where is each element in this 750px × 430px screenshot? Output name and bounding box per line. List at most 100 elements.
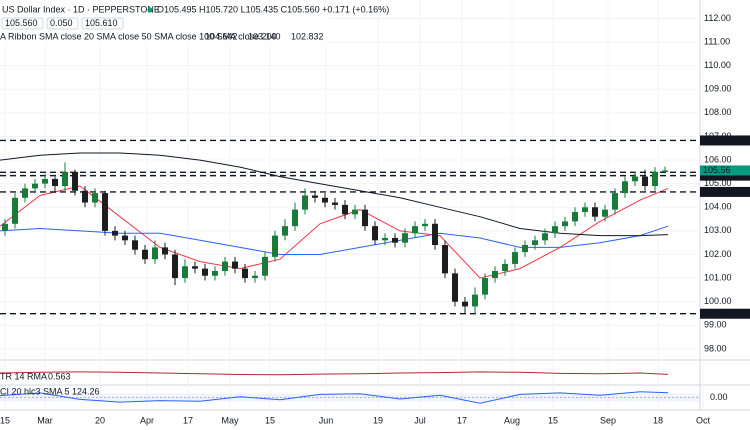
candle-body bbox=[582, 207, 588, 212]
candle-body bbox=[322, 197, 328, 203]
y-tick-label: 100.00 bbox=[704, 296, 732, 306]
atr-value: 0.563 bbox=[48, 371, 71, 381]
header-value: 105.560 bbox=[5, 18, 38, 28]
candle-body bbox=[552, 226, 558, 234]
candle-body bbox=[252, 275, 258, 279]
level-tag bbox=[700, 308, 750, 319]
candle-body bbox=[122, 235, 128, 241]
y-tick-label: 103.00 bbox=[704, 225, 732, 235]
candle-body bbox=[592, 207, 598, 217]
y-tick-label: 109.00 bbox=[704, 84, 732, 94]
candle-body bbox=[12, 197, 18, 224]
cci-line bbox=[0, 391, 669, 404]
candle-body bbox=[262, 256, 268, 276]
candle-body bbox=[312, 195, 318, 198]
x-tick-label: 17 bbox=[183, 415, 193, 425]
candle-body bbox=[572, 211, 578, 222]
candle-body bbox=[62, 171, 68, 187]
header-box bbox=[81, 17, 124, 30]
candle-body bbox=[562, 221, 568, 227]
candle-body bbox=[72, 171, 78, 191]
level-tag bbox=[700, 186, 750, 197]
x-tick-label: 18 bbox=[653, 415, 663, 425]
candle-body bbox=[382, 237, 388, 241]
candle-body bbox=[652, 171, 658, 187]
last-price-tag bbox=[700, 165, 750, 176]
y-tick-label: 110.00 bbox=[704, 60, 731, 70]
indicator-value: 104.642 bbox=[205, 31, 238, 41]
y-tick-label: 102.00 bbox=[704, 249, 732, 259]
y-tick-label: 98.00 bbox=[704, 343, 727, 353]
x-tick-label: Jul bbox=[414, 415, 426, 425]
candle-body bbox=[602, 209, 608, 217]
indicator-value: 102.832 bbox=[291, 31, 324, 41]
status-dot bbox=[147, 7, 153, 13]
candle-body bbox=[522, 245, 528, 253]
candle-body bbox=[492, 271, 498, 279]
chart-title: US Dollar Index · 1D · PEPPERSTONE bbox=[2, 4, 160, 14]
header-box bbox=[1, 17, 44, 30]
candle-body bbox=[662, 170, 668, 172]
header-value: 0.050 bbox=[50, 18, 73, 28]
candle-body bbox=[142, 249, 148, 260]
candle-body bbox=[52, 178, 58, 187]
x-tick-label: 19 bbox=[373, 415, 383, 425]
level-tag bbox=[700, 135, 750, 146]
level-tag bbox=[700, 170, 750, 181]
candle-body bbox=[182, 266, 188, 279]
level-tag-label: 104.65 bbox=[703, 186, 731, 196]
candle-body bbox=[272, 235, 278, 257]
candle-body bbox=[342, 204, 348, 215]
candle-body bbox=[42, 178, 48, 184]
candle-body bbox=[612, 193, 618, 210]
candle-body bbox=[412, 226, 418, 234]
y-tick-label: 108.00 bbox=[704, 107, 732, 117]
candle-body bbox=[112, 230, 118, 236]
level-tag-label: 99.49 bbox=[703, 308, 726, 318]
candle-body bbox=[532, 240, 538, 246]
candle-body bbox=[422, 223, 428, 227]
candle-body bbox=[282, 226, 288, 236]
candle-body bbox=[162, 247, 168, 255]
candle-body bbox=[22, 188, 28, 198]
y-tick-label: 106.00 bbox=[704, 154, 732, 164]
y-tick-label: 104.00 bbox=[704, 202, 732, 212]
candle-body bbox=[242, 268, 248, 279]
y-tick-label: 112.00 bbox=[704, 13, 731, 23]
candle-body bbox=[172, 254, 178, 279]
x-tick-label: Aug bbox=[504, 415, 520, 425]
x-tick-label: Apr bbox=[140, 415, 154, 425]
candle-body bbox=[432, 223, 438, 246]
candle-body bbox=[482, 278, 488, 295]
level-tag-label: 106.83 bbox=[703, 135, 731, 145]
atr-label: TR 14 RMA bbox=[0, 371, 47, 381]
y-tick-label: 105.00 bbox=[704, 178, 732, 188]
candle-body bbox=[202, 268, 208, 276]
candle-body bbox=[222, 261, 228, 272]
candle-body bbox=[462, 301, 468, 307]
candle-body bbox=[642, 176, 648, 187]
candle-body bbox=[302, 195, 308, 210]
x-tick-label: Mar bbox=[37, 415, 53, 425]
y-tick-label: 111.00 bbox=[704, 36, 730, 46]
x-tick-label: 17 bbox=[457, 415, 467, 425]
candle-body bbox=[632, 176, 638, 182]
candle-body bbox=[622, 181, 628, 194]
candle-body bbox=[32, 183, 38, 189]
candle-body bbox=[452, 273, 458, 302]
header-value: 105.610 bbox=[85, 18, 118, 28]
candle-body bbox=[542, 233, 548, 241]
candle-body bbox=[132, 240, 138, 250]
candle-body bbox=[212, 271, 218, 276]
candle-body bbox=[502, 263, 508, 272]
candle-body bbox=[292, 209, 298, 227]
candle-body bbox=[402, 233, 408, 243]
header-box bbox=[46, 17, 79, 30]
candle-body bbox=[442, 245, 448, 274]
x-tick-label: 15 bbox=[548, 415, 558, 425]
x-tick-label: 20 bbox=[95, 415, 105, 425]
candle-body bbox=[92, 193, 98, 203]
x-tick-label: 15 bbox=[265, 415, 275, 425]
